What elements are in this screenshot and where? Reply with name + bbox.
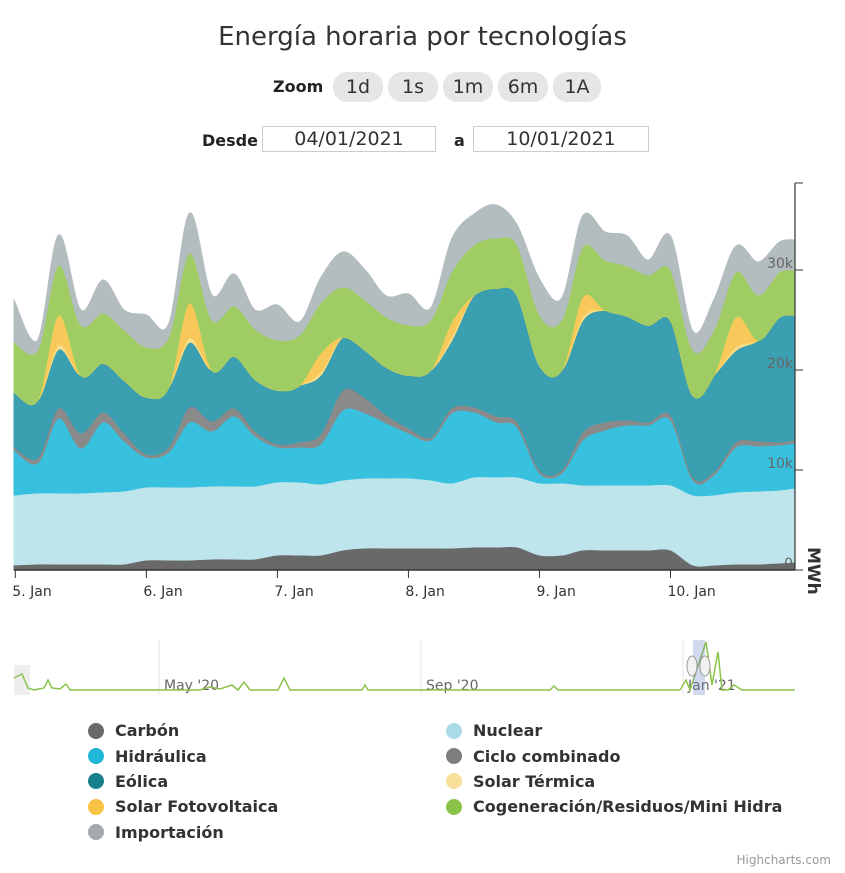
legend-symbol-nuclear <box>446 722 462 739</box>
y-axis-title: MWh <box>803 547 823 595</box>
legend-item-nuclear[interactable]: Nuclear <box>446 718 782 743</box>
legend-symbol-eolica <box>88 773 104 790</box>
legend-left-column: Carbón Hidráulica Eólica Solar Fotovolta… <box>88 718 278 845</box>
range-from-label: Desde <box>202 131 258 150</box>
stacked-area-chart: 0 10k 20k 30k 5. Jan 6. Jan 7. Jan 8. Jan 9. Ja… <box>12 182 823 600</box>
legend-item-solar-fotovoltaica[interactable]: Solar Fotovoltaica <box>88 794 278 819</box>
legend-item-ciclo-combinado[interactable]: Ciclo combinado <box>446 743 782 768</box>
y-tick-label-3: 30k <box>767 256 794 272</box>
zoom-button-1a[interactable]: 1A <box>553 72 601 102</box>
legend-label-importacion: Importación <box>115 822 224 842</box>
y-axis: 0 10k 20k 30k <box>767 182 803 572</box>
navigator-selected-range[interactable] <box>693 640 705 695</box>
x-tick-label-4: 9. Jan <box>536 584 575 600</box>
legend-label-eolica: Eólica <box>115 771 169 791</box>
y-tick-label-2: 20k <box>767 356 794 372</box>
range-to-input[interactable] <box>473 126 649 152</box>
x-axis: 5. Jan 6. Jan 7. Jan 8. Jan 9. Jan 10. Jan <box>12 569 795 600</box>
legend-item-hidraulica[interactable]: Hidráulica <box>88 743 278 768</box>
x-tick-label-2: 7. Jan <box>274 584 313 600</box>
legend-symbol-hidraulica <box>88 748 104 765</box>
navigator-label-sep: Sep '20 <box>426 678 479 694</box>
legend-symbol-solar-termica <box>446 773 462 790</box>
zoom-button-6m[interactable]: 6m <box>498 72 548 102</box>
range-from-input[interactable] <box>262 126 436 152</box>
legend-label-hidraulica: Hidráulica <box>115 746 207 766</box>
legend-label-ciclo-combinado: Ciclo combinado <box>473 746 621 766</box>
navigator-label-may: May '20 <box>164 678 219 694</box>
legend-symbol-ciclo-combinado <box>446 748 462 765</box>
legend-symbol-carbon <box>88 722 104 739</box>
y-tick-label-0: 0 <box>784 556 793 572</box>
x-tick-label-3: 8. Jan <box>405 584 444 600</box>
area-series-group <box>13 204 796 571</box>
navigator-handle-left[interactable] <box>686 655 698 677</box>
highcharts-credits[interactable]: Highcharts.com <box>736 853 831 867</box>
legend-item-eolica[interactable]: Eólica <box>88 769 278 794</box>
x-tick-label-5: 10. Jan <box>668 584 716 600</box>
legend-label-solar-termica: Solar Térmica <box>473 771 596 791</box>
x-tick-label-1: 6. Jan <box>143 584 182 600</box>
zoom-button-1s[interactable]: 1s <box>388 72 438 102</box>
navigator-mask-left <box>14 665 30 695</box>
legend-label-solar-fotovoltaica: Solar Fotovoltaica <box>115 797 279 817</box>
zoom-button-1d[interactable]: 1d <box>333 72 383 102</box>
zoom-label: Zoom <box>273 77 324 96</box>
legend-symbol-solar-fotovoltaica <box>88 798 104 815</box>
y-tick-label-1: 10k <box>767 456 794 472</box>
legend-label-carbon: Carbón <box>115 721 180 741</box>
navigator-handle-right[interactable] <box>699 655 711 677</box>
legend-item-importacion[interactable]: Importación <box>88 820 278 845</box>
chart-title: Energía horaria por tecnologías <box>218 22 627 52</box>
range-to-label: a <box>454 131 465 150</box>
zoom-button-1m[interactable]: 1m <box>443 72 493 102</box>
navigator[interactable]: May '20 Sep '20 Jan '21 <box>0 630 845 700</box>
legend-right-column: Nuclear Ciclo combinado Solar Térmica Co… <box>446 718 782 820</box>
navigator-background <box>14 640 795 695</box>
legend-label-cogeneracion: Cogeneración/Residuos/Mini Hidra <box>473 797 783 817</box>
x-tick-label-0: 5. Jan <box>12 584 51 600</box>
legend-symbol-cogeneracion <box>446 798 462 815</box>
legend-item-cogeneracion[interactable]: Cogeneración/Residuos/Mini Hidra <box>446 794 782 819</box>
legend-item-solar-termica[interactable]: Solar Térmica <box>446 769 782 794</box>
navigator-series-line <box>13 641 795 693</box>
legend-item-carbon[interactable]: Carbón <box>88 718 278 743</box>
legend-symbol-importacion <box>88 824 104 841</box>
legend-label-nuclear: Nuclear <box>473 721 543 741</box>
